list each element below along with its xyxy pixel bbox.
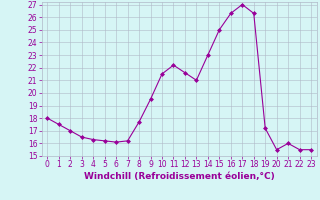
X-axis label: Windchill (Refroidissement éolien,°C): Windchill (Refroidissement éolien,°C) [84,172,275,181]
